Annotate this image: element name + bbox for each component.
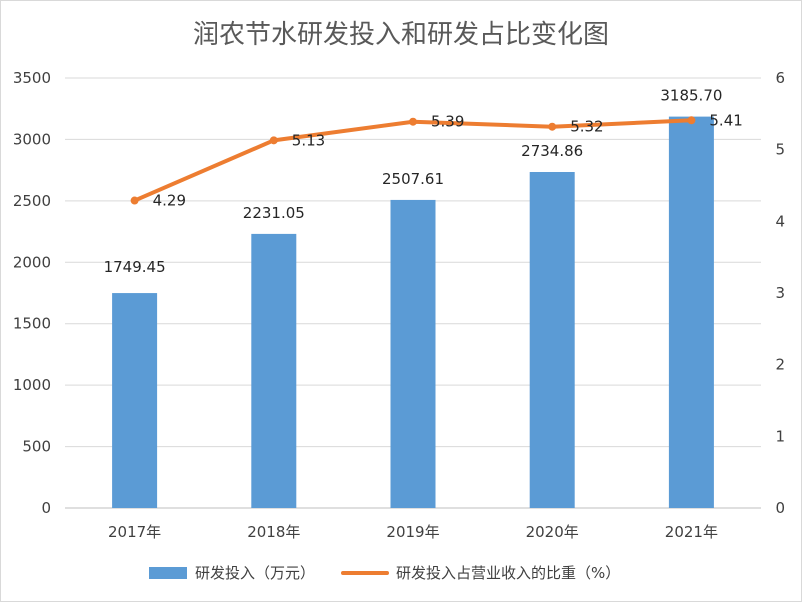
y-left-tick-label: 1500 [13,315,51,333]
y-left-tick-label: 3500 [13,69,51,87]
line-point [548,122,557,131]
y-left-tick-label: 0 [41,499,51,517]
y-left-tick-label: 2500 [13,192,51,210]
legend-bar-swatch [149,567,187,579]
bar [390,199,436,509]
y-left-tick-label: 2000 [13,253,51,271]
y-left-tick-label: 500 [22,438,51,456]
y-right-tick-label: 6 [775,69,785,87]
y-right-tick-label: 5 [775,141,785,159]
x-tick-label: 2017年 [108,523,161,541]
y-right-tick-label: 0 [775,499,785,517]
y-axis-left: 0 500 1000 1500 2000 2500 3000 3500 [13,69,51,517]
bar-data-label: 2231.05 [243,204,305,222]
line-data-label: 4.29 [153,192,186,210]
x-tick-label: 2020年 [526,523,579,541]
y-right-tick-label: 4 [775,212,785,230]
bar-data-label: 3185.70 [660,87,722,105]
data-labels: 1749.45 2231.05 2507.61 2734.86 3185.70 4.29 5… [104,87,743,276]
bar [529,172,575,508]
legend-line-label: 研发投入占营业收入的比重（%） [396,564,620,582]
line-point [130,196,139,205]
bar-series [112,116,714,509]
y-right-tick-label: 3 [775,284,785,302]
line-data-label: 5.32 [570,118,603,136]
chart-title: 润农节水研发投入和研发占比变化图 [193,20,609,50]
bar [112,293,158,508]
y-axis-right: 0 1 2 3 4 5 6 [775,69,785,517]
bar-data-label: 2507.61 [382,170,444,188]
legend-bar-label: 研发投入（万元） [195,564,315,582]
x-tick-label: 2019年 [386,523,439,541]
series-line [132,118,694,203]
bar-data-label: 2734.86 [521,142,583,160]
bar [251,233,297,508]
y-left-tick-label: 1000 [13,376,51,394]
y-right-tick-label: 1 [775,427,785,445]
bar-data-label: 1749.45 [104,258,166,276]
bar [668,116,714,508]
line-point [687,116,696,125]
y-left-tick-label: 3000 [13,130,51,148]
line-data-label: 5.13 [292,131,325,149]
x-tick-label: 2021年 [665,523,718,541]
line-data-label: 5.41 [709,111,742,129]
x-tick-label: 2018年 [247,523,300,541]
line-point [269,136,278,145]
x-axis: 2017年 2018年 2019年 2020年 2021年 [108,523,718,541]
line-point [409,117,417,126]
line-data-label: 5.39 [431,113,464,131]
y-right-tick-label: 2 [775,356,785,374]
line-series [130,116,696,205]
legend: 研发投入（万元） 研发投入占营业收入的比重（%） [149,564,620,582]
